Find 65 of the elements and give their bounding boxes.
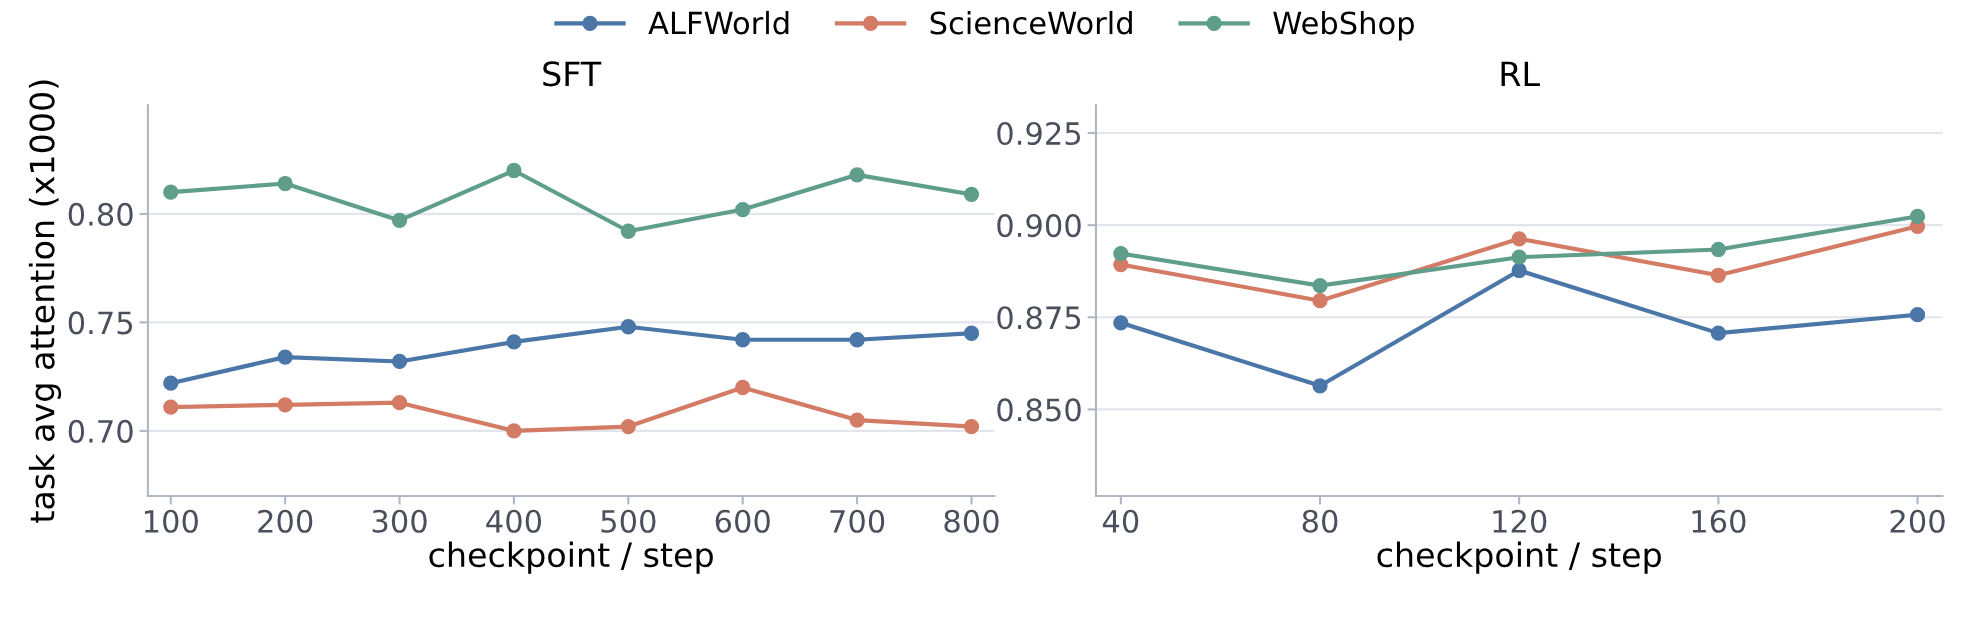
x-axis-title: checkpoint / step xyxy=(1377,541,1661,574)
legend-label: WebShop xyxy=(1273,10,1414,41)
point xyxy=(1511,262,1527,279)
point xyxy=(1312,293,1328,309)
point xyxy=(620,319,636,335)
point xyxy=(1511,231,1527,247)
y-tick-label: 0.75 xyxy=(68,311,133,335)
point xyxy=(849,412,865,428)
chart-title: SFT xyxy=(543,61,602,87)
x-tick-label: 200 xyxy=(258,509,313,533)
point xyxy=(1113,245,1129,262)
point xyxy=(735,332,751,348)
point xyxy=(163,399,179,415)
x-tick-label: 40 xyxy=(1102,509,1139,533)
point xyxy=(1312,277,1328,294)
x-axis-title: checkpoint / step xyxy=(429,541,713,574)
point xyxy=(163,375,179,391)
point xyxy=(1909,307,1926,323)
y-tick-label: 0.80 xyxy=(68,202,133,226)
point xyxy=(1113,315,1129,331)
x-tick-label: 160 xyxy=(1692,509,1746,533)
point xyxy=(849,332,865,348)
y-tick-label: 0.925 xyxy=(997,121,1081,146)
point xyxy=(391,212,408,229)
point xyxy=(1312,378,1328,394)
point xyxy=(506,334,522,350)
legend-label: ScienceWorld xyxy=(930,10,1132,35)
point xyxy=(277,349,293,365)
point xyxy=(1710,325,1726,341)
x-tick-label: 200 xyxy=(1890,509,1945,533)
x-tick-label: 400 xyxy=(486,509,542,533)
point xyxy=(735,201,751,218)
x-tick-label: 300 xyxy=(372,509,427,533)
y-tick-label: 0.850 xyxy=(997,398,1081,422)
point xyxy=(963,418,980,435)
legend-label: ALFWorld xyxy=(648,10,789,35)
point xyxy=(277,397,293,413)
y-tick-label: 0.875 xyxy=(997,306,1081,330)
point xyxy=(506,162,522,179)
point xyxy=(506,423,522,439)
point xyxy=(735,379,751,396)
x-tick-label: 120 xyxy=(1493,509,1547,533)
point xyxy=(1909,208,1926,224)
x-tick-label: 700 xyxy=(830,509,885,533)
point xyxy=(1710,267,1726,283)
point xyxy=(620,223,636,239)
point xyxy=(391,395,408,411)
x-tick-label: 600 xyxy=(715,509,770,533)
chart-title: RL xyxy=(1501,61,1540,86)
point xyxy=(163,184,179,200)
point xyxy=(963,186,980,203)
x-tick-label: 800 xyxy=(944,509,999,533)
x-tick-label: 80 xyxy=(1302,509,1338,533)
y-tick-label: 0.70 xyxy=(68,419,133,443)
point xyxy=(620,418,636,435)
point xyxy=(277,175,293,192)
y-axis-title: task avg attention (x1000) xyxy=(28,80,62,523)
y-tick-label: 0.900 xyxy=(997,214,1081,238)
x-tick-label: 500 xyxy=(601,509,656,533)
point xyxy=(391,353,408,370)
point xyxy=(849,167,865,183)
x-tick-label: 100 xyxy=(144,509,198,533)
point xyxy=(963,325,980,341)
point xyxy=(1511,249,1527,265)
point xyxy=(1710,241,1726,258)
